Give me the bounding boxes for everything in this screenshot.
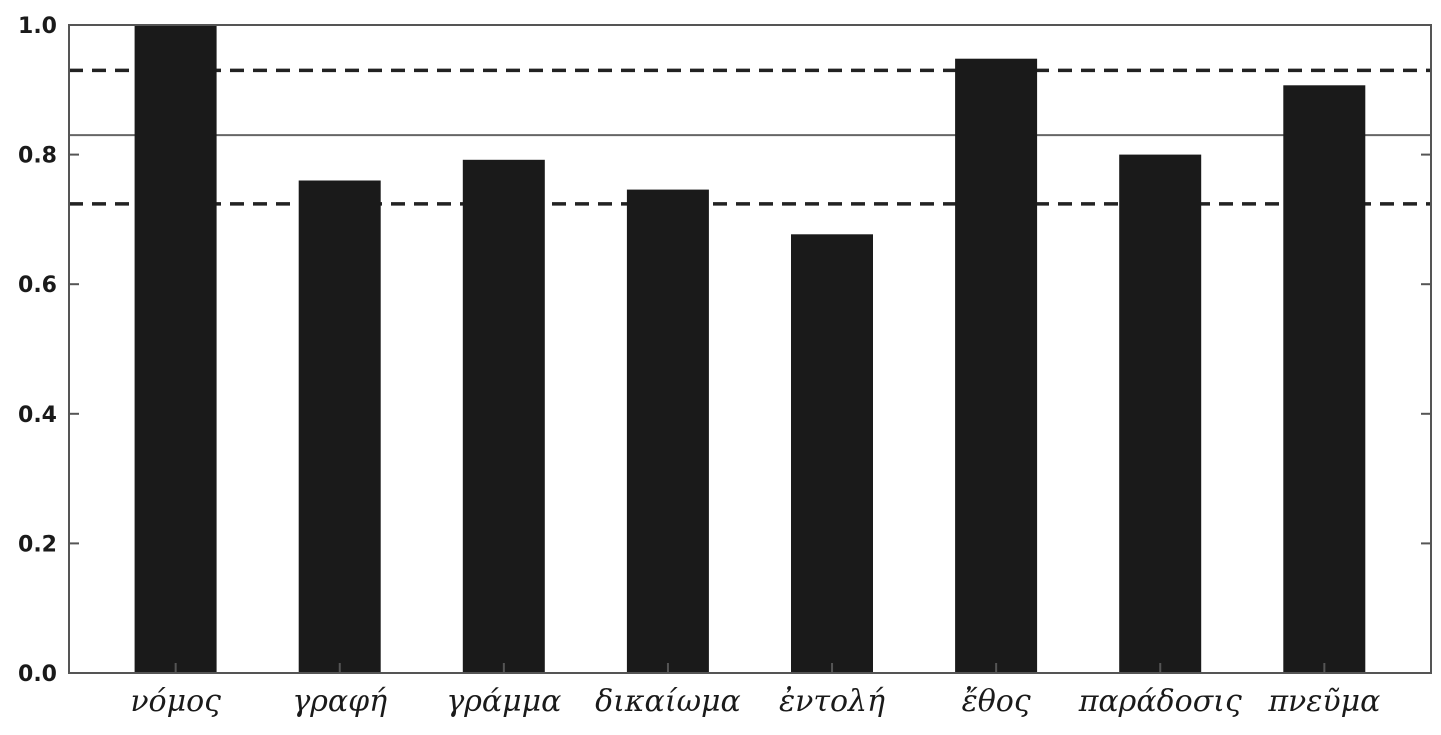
plot-frame <box>68 24 1432 674</box>
bar-7 <box>1283 85 1366 674</box>
x-tick-label-0: νόμος <box>130 684 221 719</box>
y-tick-label-0: 0.0 <box>18 662 57 687</box>
x-tick-label-1: γραφή <box>292 684 387 719</box>
x-tick-label-7: πνεῦμα <box>1267 684 1380 719</box>
y-tick-label-1: 0.2 <box>18 532 57 557</box>
x-tick-label-2: γράμμα <box>446 684 561 719</box>
y-tick-label-2: 0.4 <box>18 403 57 428</box>
bar-3 <box>626 189 709 673</box>
x-tick-label-4: ἐντολή <box>779 684 885 719</box>
x-tick-label-5: ἔθος <box>962 684 1031 719</box>
x-axis-ticks: νόμος γραφή γράμμα δικαίωμα ἐντολή ἔθος παράδο… <box>130 663 1380 719</box>
reference-lines <box>69 68 1431 206</box>
y-tick-label-4: 0.8 <box>18 144 57 169</box>
bar-6 <box>1119 154 1202 674</box>
y-tick-label-3: 0.6 <box>18 273 57 298</box>
x-tick-label-3: δικαίωμα <box>595 684 741 719</box>
y-tick-label-5: 1.0 <box>18 14 57 39</box>
bar-5 <box>955 58 1038 673</box>
bar-1 <box>298 180 381 673</box>
bar-0 <box>134 25 217 673</box>
bars <box>134 25 1366 674</box>
y-axis-ticks: 0.0 0.2 0.4 0.6 0.8 1.0 <box>18 14 1431 687</box>
bar-2 <box>462 159 545 674</box>
x-tick-label-6: παράδοσις <box>1078 684 1242 719</box>
bar-4 <box>791 234 873 674</box>
